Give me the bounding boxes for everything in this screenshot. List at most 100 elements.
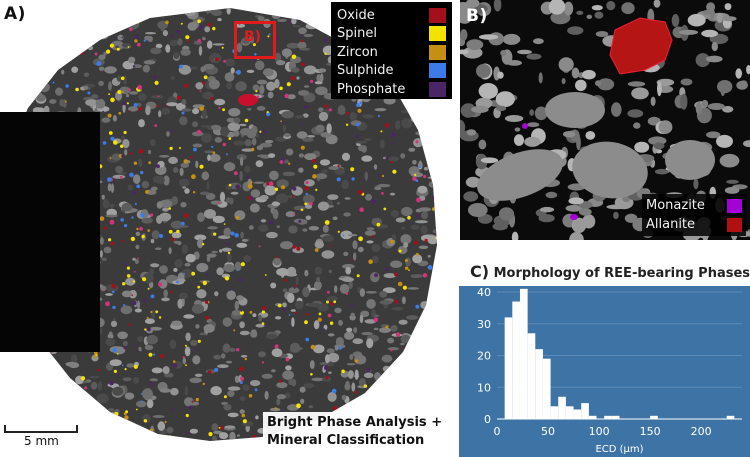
inset-b-marker-label: B): [244, 29, 262, 45]
grain: [66, 20, 75, 31]
bright-phase-grain: [230, 231, 235, 236]
inset-b-marker[interactable]: B): [234, 21, 276, 59]
bright-phase-grain: [284, 121, 287, 125]
histogram-bar: [565, 406, 574, 419]
bright-phase-grain: [137, 85, 143, 90]
grain: [57, 8, 67, 10]
grain: [89, 22, 99, 32]
grain: [116, 8, 121, 10]
grain: [265, 2, 270, 8]
grain: [194, 234, 207, 241]
grain: [295, 8, 300, 9]
grain: [286, 42, 300, 49]
bright-phase-grain: [312, 174, 317, 179]
bright-phase-grain: [427, 109, 429, 112]
grain: [171, 320, 182, 326]
grain: [4, 28, 11, 34]
grain: [222, 343, 231, 353]
bright-phase-grain: [306, 313, 309, 316]
bright-phase-grain: [219, 425, 224, 430]
bright-phase-grain: [148, 161, 152, 165]
grain: [420, 234, 433, 242]
grain: [152, 415, 165, 418]
grain: [173, 240, 179, 244]
caption-line-2: Mineral Classification: [267, 433, 425, 448]
grain: [595, 31, 609, 37]
grain: [548, 0, 566, 15]
bright-phase-grain: [187, 39, 190, 43]
grain: [181, 108, 192, 112]
bright-phase-grain: [398, 394, 403, 399]
grain: [30, 56, 37, 62]
grain: [94, 416, 103, 423]
grain: [28, 403, 34, 408]
grain: [97, 381, 103, 391]
grain: [295, 276, 299, 286]
grain: [363, 138, 372, 142]
grain: [371, 243, 381, 253]
bright-phase-grain: [162, 435, 167, 440]
grain: [128, 56, 136, 64]
grain: [467, 203, 488, 217]
bright-phase-grain: [113, 369, 117, 373]
grain: [567, 26, 584, 35]
bright-phase-grain: [324, 366, 328, 370]
grain: [58, 396, 69, 407]
bright-phase-grain: [333, 300, 337, 304]
grain: [91, 354, 99, 362]
grain: [5, 362, 12, 368]
grain: [32, 2, 39, 5]
grain: [726, 179, 739, 184]
grain: [234, 300, 239, 311]
grain: [526, 122, 540, 128]
grain: [366, 227, 375, 231]
bright-phase-grain: [129, 172, 134, 178]
grain: [411, 369, 421, 378]
bright-phase-grain: [133, 161, 138, 165]
grain: [60, 41, 73, 46]
bright-phase-grain: [300, 145, 305, 150]
grain: [223, 162, 236, 172]
grain: [327, 391, 337, 402]
bright-phase-grain: [235, 215, 240, 220]
bright-phase-grain: [199, 164, 204, 169]
bright-phase-grain: [356, 122, 360, 127]
grain: [418, 245, 429, 250]
bright-phase-grain: [185, 5, 188, 8]
grain: [195, 82, 204, 90]
bright-phase-grain: [102, 141, 107, 145]
grain: [201, 171, 210, 181]
grain: [108, 81, 112, 91]
grain: [287, 94, 296, 100]
bright-phase-grain: [133, 103, 138, 107]
grain: [311, 377, 325, 382]
histogram-bar: [504, 317, 513, 419]
grain: [279, 9, 285, 17]
bright-phase-grain: [126, 24, 130, 28]
grain: [103, 246, 112, 254]
grain: [427, 176, 436, 179]
legend-item-sulphide: Sulphide: [337, 62, 446, 81]
bright-phase-grain: [35, 57, 41, 63]
grain: [61, 441, 69, 446]
grain: [184, 188, 190, 194]
y-tick-label: 40: [477, 286, 491, 299]
histogram-bar: [611, 415, 620, 419]
grain: [249, 203, 260, 213]
grain: [184, 8, 196, 17]
scale-bar-label: 5 mm: [24, 434, 59, 448]
bright-phase-grain: [235, 184, 241, 190]
grain: [56, 371, 61, 380]
bright-phase-grain: [262, 306, 267, 311]
grain: [102, 199, 110, 209]
bright-phase-grain: [63, 24, 67, 28]
bright-phase-grain: [376, 222, 381, 227]
bright-phase-grain: [108, 93, 110, 96]
bright-phase-grain: [8, 94, 12, 98]
grain: [59, 98, 64, 107]
grain: [251, 4, 261, 7]
bright-phase-grain: [183, 273, 186, 275]
bright-phase-grain: [122, 364, 124, 367]
bright-phase-grain: [108, 238, 112, 242]
grain: [285, 148, 294, 156]
